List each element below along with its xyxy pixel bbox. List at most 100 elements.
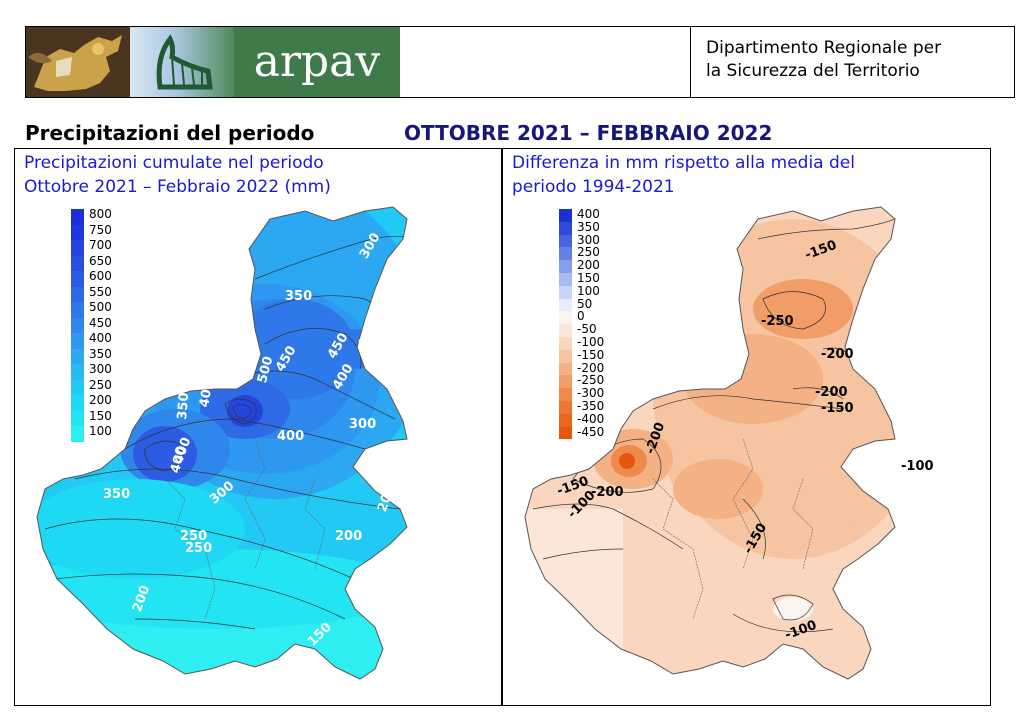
right-map-legend-label: 50 [577,296,593,311]
right-map-title-line-2: periodo 1994-2021 [512,177,675,197]
left-map-legend-label: 500 [89,300,112,314]
right-map-contour-label: -250 [761,314,794,329]
left-map-legend-swatch [71,426,84,442]
left-map-contour-label: 300 [349,417,377,432]
left-map-legend-label: 800 [89,207,112,221]
right-map-legend-label: -200 [577,360,605,375]
right-map-contour-label: -100 [901,459,934,474]
right-map-legend-swatch [559,349,572,363]
right-map-contour-label: -200 [591,485,624,500]
right-map-legend-swatch [559,247,572,261]
right-map-legend-label: 150 [577,271,600,285]
arpav-logo-text: arpav [234,27,400,97]
left-map-legend-swatch [71,379,84,395]
left-map-legend-swatch [71,395,84,411]
right-map-legend-swatch [559,324,572,337]
harp-logo [130,27,234,97]
right-map-legend-label: 250 [577,245,600,260]
right-map-legend-swatch [559,298,572,312]
left-map-legend-label: 550 [89,284,112,299]
right-map-legend-label: 100 [577,283,600,298]
left-map-legend-label: 450 [89,315,112,330]
left-map-contour-label: 200 [335,529,363,544]
right-map-legend-swatch [559,311,572,325]
left-map-contour-label: 350 [175,391,193,421]
cumulative-precipitation-map [36,206,408,680]
right-map-legend-swatch [559,388,572,401]
right-map-legend-swatch [559,209,572,222]
left-map-title-line-1: Precipitazioni cumulate nel periodo [24,153,324,173]
left-map-contour-label: 500 [372,449,400,464]
left-map-legend-label: 150 [89,408,112,423]
right-map-legend-label: 300 [577,232,600,247]
department-line-2: la Sicurezza del Territorio [706,61,920,81]
department-line-1: Dipartimento Regionale per [706,38,942,58]
lion-of-venice-logo [26,27,130,97]
right-map-legend-swatch [559,260,572,273]
left-map-contour-label: 250 [185,541,213,556]
right-map-legend-label: -150 [577,347,605,362]
left-map-contour-label: 250 [180,529,208,544]
header-banner: arpav Dipartimento Regionale per la Sicu… [25,26,1015,98]
left-map-legend-swatch [71,364,84,380]
right-map-legend-label: -50 [577,322,597,337]
right-map-legend-swatch [559,273,572,286]
right-map-contour-label: -200 [821,347,854,362]
precipitation-anomaly-panel: Differenza in mm rispetto alla media del… [502,148,991,706]
left-map-legend-label: 600 [89,269,112,283]
right-map-legend-label: 400 [577,207,600,221]
right-map-legend-label: -350 [577,399,605,413]
right-map-legend-label: -250 [577,373,605,388]
right-map-contour-label: -200 [815,385,848,400]
right-map-title-line-1: Differenza in mm rispetto alla media del [512,153,855,173]
department-name: Dipartimento Regionale per la Sicurezza … [706,37,1006,83]
left-map-title-line-2: Ottobre 2021 – Febbraio 2022 (mm) [24,177,331,197]
right-map-legend-label: -100 [577,335,605,349]
right-map-legend-swatch [559,234,572,248]
right-map-legend-label: 0 [577,309,585,324]
left-map-title: Precipitazioni cumulate nel periodo Otto… [24,151,331,199]
left-map-contour-label: 350 [103,487,131,502]
left-map-legend-swatch [71,333,84,349]
left-map-legend-swatch [71,224,84,240]
right-map-legend-swatch [559,337,572,350]
right-map-legend-label: -400 [577,411,605,426]
period-title: OTTOBRE 2021 – FEBBRAIO 2022 [404,121,773,145]
left-map-contour-label: 400 [277,429,305,444]
cumulative-precipitation-panel: Precipitazioni cumulate nel periodo Otto… [14,148,502,706]
right-map-legend-label: -450 [577,424,605,439]
right-map-legend-swatch [559,413,572,427]
left-map-legend-label: 400 [89,331,112,345]
right-map-legend-swatch [559,401,572,414]
left-map-legend-swatch [71,286,84,302]
right-map-title: Differenza in mm rispetto alla media del… [512,151,855,199]
left-map-legend-label: 250 [89,377,112,392]
left-map-legend-label: 200 [89,393,112,407]
right-map-legend-swatch [559,221,572,235]
left-map-legend-swatch [71,410,84,426]
right-map-contour-label: -150 [821,401,854,416]
right-map-legend-label: 200 [577,258,600,273]
right-map-legend-swatch [559,426,572,440]
header-divider [690,27,691,97]
right-map-legend-label: 350 [577,219,600,234]
left-map-legend-label: 100 [89,424,112,438]
page-title: Precipitazioni del periodo [25,121,315,145]
left-map-legend-swatch [71,271,84,287]
left-map-legend-label: 650 [89,253,112,268]
right-map-legend-swatch [559,285,572,299]
left-map-legend-label: 350 [89,346,112,361]
left-map-legend-label: 700 [89,238,112,252]
precipitation-anomaly-map [524,206,896,680]
left-map-contour-label: 350 [285,289,313,304]
left-map-legend-swatch [71,317,84,333]
left-map-legend-swatch [71,348,84,364]
left-map-legend-label: 750 [89,222,112,237]
right-map-legend-swatch [559,362,572,376]
right-map-legend-swatch [559,375,572,389]
right-map-legend-label: -300 [577,386,605,401]
left-map-legend-label: 300 [89,362,112,376]
left-map-legend-swatch [71,255,84,271]
left-map-legend-swatch [71,240,84,256]
left-map-legend-swatch [71,209,84,225]
